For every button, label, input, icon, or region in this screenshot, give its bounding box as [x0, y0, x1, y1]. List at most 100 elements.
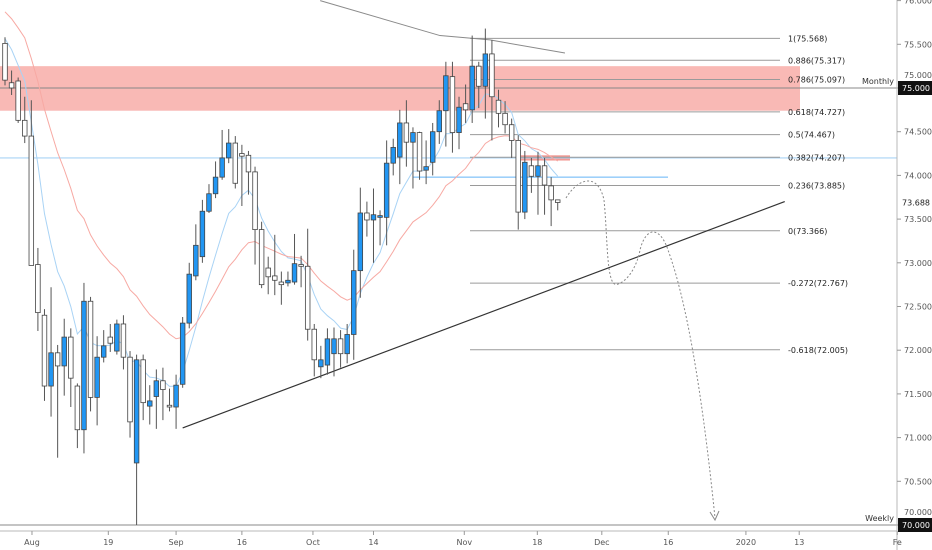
candle: [272, 234, 278, 296]
candle-body: [383, 162, 390, 218]
candle: [239, 144, 245, 206]
fib-level-label: 1(75.568): [788, 34, 827, 43]
candle-body: [2, 43, 8, 81]
candle-body: [423, 166, 429, 171]
candle-body: [41, 314, 48, 387]
candle-body: [272, 275, 278, 281]
candle: [41, 309, 48, 401]
candle-body: [127, 356, 133, 423]
candle-body: [291, 263, 298, 283]
time-tick-label: 2020: [736, 538, 756, 547]
candle: [429, 122, 436, 176]
candle-body: [370, 214, 377, 221]
candle: [173, 374, 179, 429]
candle-body: [456, 106, 462, 133]
candle-body: [206, 193, 212, 212]
candle: [258, 221, 265, 289]
fib-level-label: -0.272(72.767): [788, 279, 848, 288]
fib-level-label: 0.618(74.727): [788, 108, 845, 117]
candle-body: [22, 119, 28, 137]
candle-body: [377, 215, 383, 218]
candle-body: [429, 131, 436, 163]
candle-body: [160, 380, 166, 390]
candle: [383, 140, 390, 246]
candle: [147, 385, 153, 425]
candle: [304, 228, 311, 341]
candle: [206, 184, 212, 213]
long-moving-average-line: [320, 0, 566, 54]
monthly-price-label: 75.000: [902, 84, 930, 93]
candle: [68, 328, 74, 408]
candle-body: [140, 359, 146, 404]
fib-level-label: 0.382(74.207): [788, 153, 845, 162]
candle: [416, 131, 423, 180]
candle: [153, 369, 160, 429]
candle-body: [81, 300, 87, 431]
candle-body: [318, 359, 324, 368]
candle: [548, 177, 554, 227]
candle: [528, 157, 535, 193]
candle: [423, 140, 429, 185]
price-tick-label: 70.000: [904, 508, 932, 517]
candle: [94, 336, 100, 426]
candle: [15, 77, 21, 123]
candle: [377, 210, 383, 246]
candle-body: [351, 270, 357, 335]
price-tick-label: 70.500: [904, 477, 932, 486]
candle-body: [515, 140, 521, 213]
candle: [337, 330, 344, 368]
candle-body: [489, 53, 495, 98]
candle: [397, 109, 403, 185]
candle: [265, 256, 271, 295]
candle-body: [74, 385, 81, 431]
candle: [291, 233, 298, 285]
candle-body: [173, 384, 179, 408]
candle-body: [298, 264, 304, 267]
candle-body: [522, 161, 528, 213]
candle: [318, 345, 324, 379]
last-price-badge: [898, 195, 932, 210]
candle: [252, 166, 258, 265]
candle-body: [61, 336, 67, 367]
candle-body: [219, 157, 225, 178]
time-tick-label: Dec: [594, 538, 609, 547]
candle-body: [153, 380, 160, 397]
candle-body: [199, 210, 206, 258]
price-tick-label: 71.000: [904, 434, 932, 443]
time-tick-label: 19: [103, 538, 113, 547]
candle: [456, 96, 462, 150]
weekly-price-label: 70.000: [902, 521, 930, 530]
weekly-price-badge: [898, 518, 932, 532]
fib-level-label: -0.618(72.005): [788, 346, 848, 355]
candle-body: [410, 132, 416, 143]
candle: [285, 271, 291, 287]
candle-body: [265, 267, 271, 278]
candle-body: [304, 265, 311, 330]
candle: [443, 61, 449, 147]
candle-body: [482, 53, 489, 87]
candle: [232, 136, 238, 189]
candle: [35, 247, 41, 331]
candle-body: [462, 103, 469, 111]
candle-body: [179, 322, 186, 385]
candle: [160, 367, 166, 421]
candle-body: [449, 76, 456, 133]
candle-body: [101, 345, 107, 358]
candle-body: [258, 229, 265, 286]
time-tick-label: Nov: [456, 538, 472, 547]
candle: [2, 37, 8, 86]
candle: [61, 318, 67, 396]
price-tick-label: 72.500: [904, 303, 932, 312]
candle-body: [535, 165, 541, 177]
candle-body: [495, 99, 502, 114]
candle: [179, 316, 186, 388]
time-tick-label: Sep: [169, 538, 184, 547]
candle-body: [508, 124, 515, 141]
candle: [390, 138, 396, 176]
candle-body: [48, 352, 54, 387]
candle: [212, 161, 219, 199]
candle: [28, 100, 35, 266]
candle: [357, 187, 364, 298]
candle-body: [285, 279, 291, 284]
